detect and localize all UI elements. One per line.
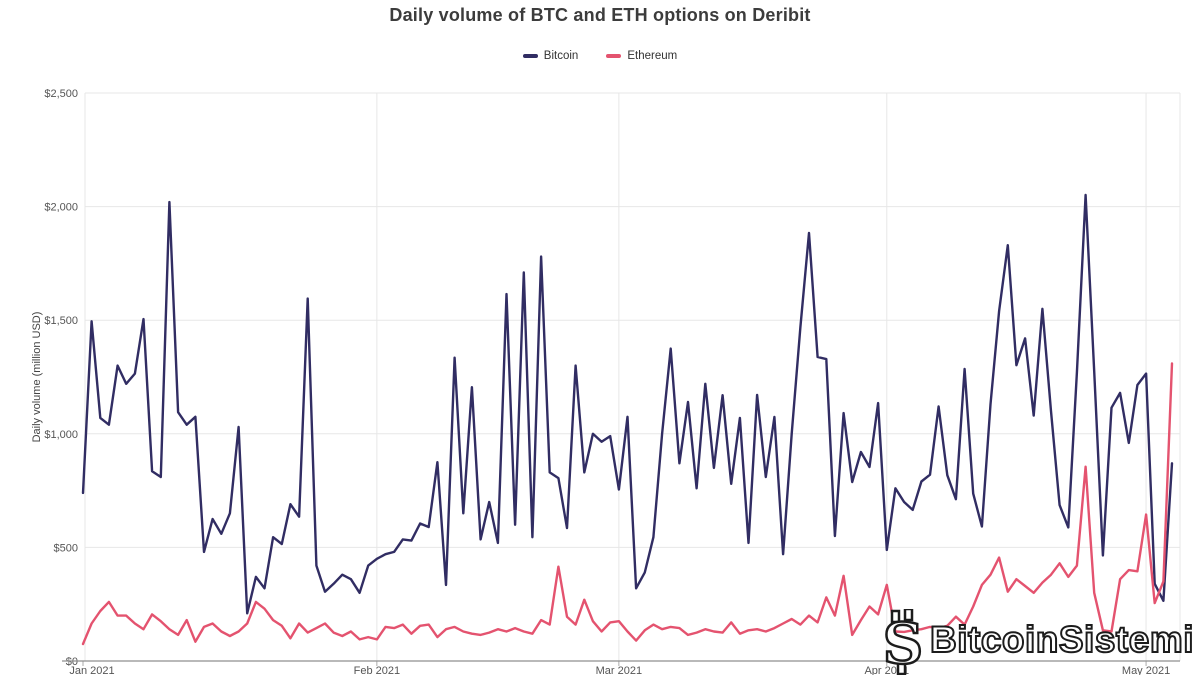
bitcoin-swatch-icon (522, 54, 538, 58)
svg-text:Mar 2021: Mar 2021 (596, 665, 642, 675)
svg-text:$1,000: $1,000 (44, 429, 78, 441)
legend-item-ethereum[interactable]: Ethereum (606, 50, 677, 62)
legend-label-ethereum: Ethereum (627, 50, 678, 62)
svg-text:$0: $0 (66, 656, 78, 668)
ethereum-swatch-icon (606, 54, 622, 58)
svg-text:Feb 2021: Feb 2021 (354, 665, 400, 675)
chart-title: Daily volume of BTC and ETH options on D… (389, 5, 811, 25)
watermark-text: BitcoinSistemi (929, 618, 1195, 660)
svg-text:$500: $500 (54, 542, 78, 554)
svg-text:$2,500: $2,500 (44, 88, 78, 100)
svg-text:$1,500: $1,500 (44, 315, 78, 327)
svg-text:May 2021: May 2021 (1122, 665, 1170, 675)
watermark: S BitcoinSistemi (872, 609, 1195, 675)
legend: Bitcoin Ethereum (0, 50, 1200, 62)
svg-text:Jan 2021: Jan 2021 (69, 665, 114, 675)
bitcoinsistemi-logo-icon: S (882, 609, 924, 675)
legend-item-bitcoin[interactable]: Bitcoin (522, 50, 579, 62)
svg-text:Apr 2021: Apr 2021 (864, 665, 909, 675)
svg-text:S: S (883, 611, 923, 675)
svg-text:$2,000: $2,000 (44, 202, 78, 214)
legend-label-bitcoin: Bitcoin (543, 50, 579, 62)
